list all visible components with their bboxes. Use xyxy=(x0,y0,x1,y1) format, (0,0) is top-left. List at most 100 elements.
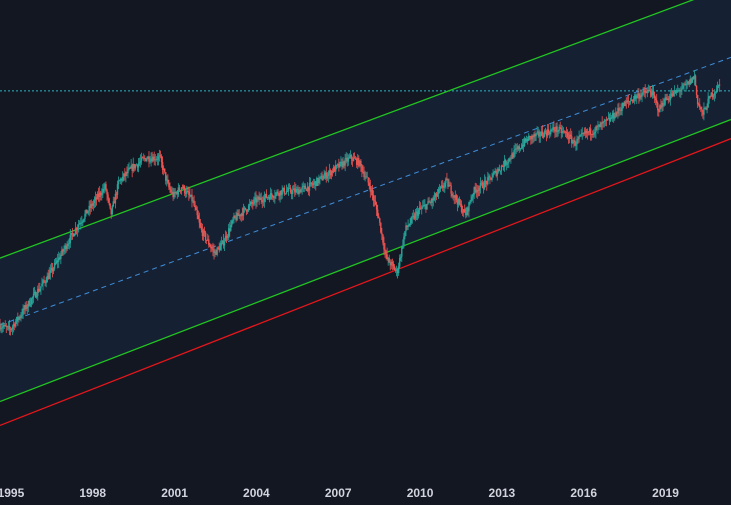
candle-body xyxy=(444,182,446,187)
candle xyxy=(531,134,533,144)
candle-body xyxy=(521,144,524,149)
candle xyxy=(525,135,528,143)
candle xyxy=(49,264,52,280)
candle xyxy=(330,170,333,180)
candle-body xyxy=(688,81,690,85)
candle xyxy=(702,109,704,119)
candle-body xyxy=(255,197,257,203)
candle xyxy=(291,185,294,200)
candle xyxy=(521,138,524,150)
candle-body xyxy=(246,210,249,212)
candle xyxy=(221,240,224,244)
candle-body xyxy=(488,176,490,178)
candle xyxy=(333,165,336,172)
candle-body xyxy=(221,240,224,243)
candle-body xyxy=(127,169,129,174)
candle xyxy=(209,242,211,248)
candle-body xyxy=(541,131,544,136)
candle xyxy=(304,183,306,190)
candle xyxy=(435,192,438,201)
candle-body xyxy=(469,201,471,203)
candle xyxy=(170,186,172,195)
candle xyxy=(629,97,632,105)
candle xyxy=(318,174,320,186)
x-tick-label: 1995 xyxy=(0,486,25,500)
candle-body xyxy=(513,150,515,158)
candle-body xyxy=(291,190,294,194)
candle-body xyxy=(670,93,673,97)
candle xyxy=(341,158,343,170)
candle xyxy=(51,263,54,278)
candle-body xyxy=(223,241,226,246)
candle xyxy=(104,182,106,194)
candle-body xyxy=(618,108,620,111)
candle-body xyxy=(198,219,201,223)
candle-body xyxy=(378,216,380,219)
candle-body xyxy=(199,222,202,227)
candle xyxy=(222,233,225,249)
candle-body xyxy=(266,197,269,198)
candle xyxy=(558,124,560,134)
candle-body xyxy=(122,176,124,181)
candle xyxy=(388,254,390,263)
candle-body xyxy=(515,148,517,150)
candle-body xyxy=(253,199,255,204)
candle-body xyxy=(340,161,342,163)
candle xyxy=(416,206,419,221)
candle xyxy=(581,127,583,140)
candle xyxy=(694,74,697,87)
candle xyxy=(353,152,356,159)
candle-body xyxy=(225,235,228,238)
candle xyxy=(496,167,498,181)
candle xyxy=(226,233,229,241)
candle-body xyxy=(624,101,626,107)
candle-body xyxy=(414,213,417,219)
candle-body xyxy=(157,156,160,160)
candle-body xyxy=(164,168,166,173)
candle xyxy=(493,170,495,176)
candle-body xyxy=(620,109,622,111)
candle xyxy=(253,196,255,207)
candle xyxy=(195,205,197,211)
candle xyxy=(562,127,565,134)
candle xyxy=(367,177,369,186)
candle xyxy=(364,170,366,182)
candle-body xyxy=(460,204,463,213)
candle-body xyxy=(226,235,229,238)
candle-body xyxy=(440,185,443,187)
candle-body xyxy=(366,176,368,178)
candle-body xyxy=(326,176,329,179)
candle xyxy=(234,215,236,219)
candle xyxy=(169,182,171,193)
candle-body xyxy=(631,99,634,102)
candle xyxy=(358,155,360,168)
candle-body xyxy=(212,248,214,250)
candle xyxy=(678,87,680,93)
candle-body xyxy=(530,135,532,140)
candle xyxy=(37,285,39,301)
candle xyxy=(385,249,387,260)
candle-body xyxy=(593,133,595,135)
candle-body xyxy=(284,193,287,195)
candle-body xyxy=(617,108,619,114)
candle-body xyxy=(572,141,574,144)
candle-body xyxy=(646,91,648,93)
candle-body xyxy=(63,249,65,252)
candle xyxy=(263,191,266,208)
candle-body xyxy=(542,135,545,138)
candle xyxy=(637,88,639,99)
candle-body xyxy=(200,226,203,230)
candle-body xyxy=(310,182,313,185)
candle xyxy=(192,196,194,204)
candle xyxy=(62,248,64,256)
candle-body xyxy=(428,201,430,203)
candle-body xyxy=(178,187,181,191)
candle-body xyxy=(60,254,62,259)
candle-body xyxy=(509,158,511,160)
candle xyxy=(116,180,119,199)
candle xyxy=(242,203,245,221)
candle xyxy=(707,92,709,108)
candle xyxy=(422,200,424,210)
candle xyxy=(248,199,251,211)
